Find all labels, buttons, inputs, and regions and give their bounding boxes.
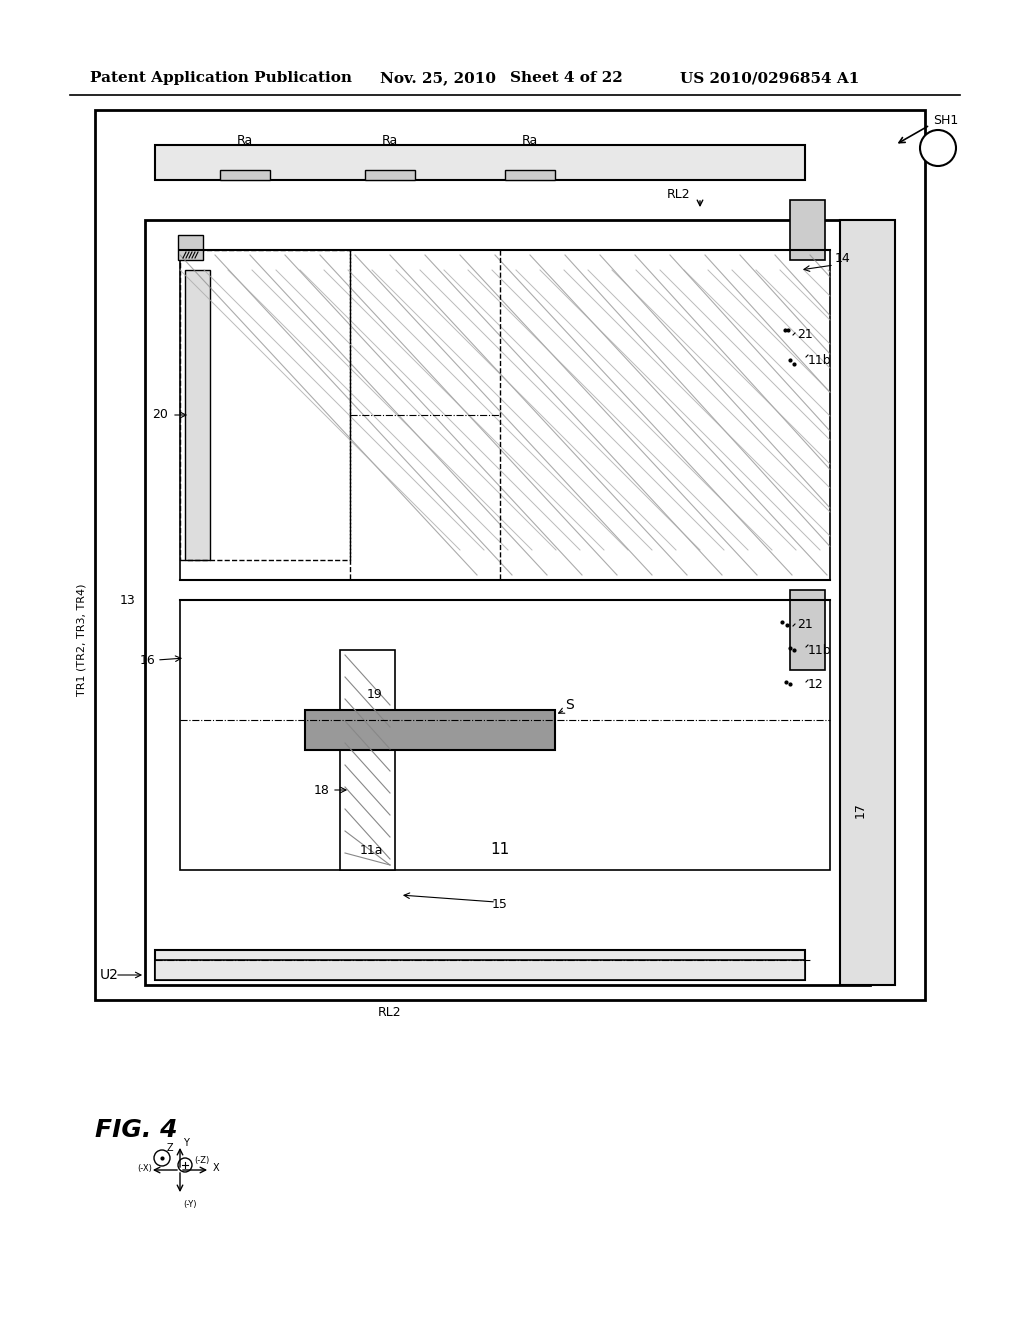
- Bar: [178, 235, 203, 260]
- Text: 17: 17: [853, 803, 866, 818]
- Bar: [185, 271, 210, 560]
- Text: 18: 18: [314, 784, 330, 796]
- Text: Sheet 4 of 22: Sheet 4 of 22: [510, 71, 623, 84]
- Bar: [155, 145, 805, 180]
- Text: 12: 12: [808, 678, 823, 692]
- Text: 11: 11: [490, 842, 510, 858]
- Bar: [95, 110, 925, 1001]
- Bar: [220, 170, 270, 180]
- Text: 16: 16: [139, 653, 155, 667]
- Text: Z: Z: [167, 1143, 174, 1152]
- Bar: [145, 220, 870, 985]
- Bar: [840, 220, 895, 985]
- Text: Patent Application Publication: Patent Application Publication: [90, 71, 352, 84]
- Bar: [180, 249, 350, 560]
- Text: 11b: 11b: [808, 354, 831, 367]
- Bar: [365, 170, 415, 180]
- Bar: [180, 601, 830, 870]
- Text: Nov. 25, 2010: Nov. 25, 2010: [380, 71, 496, 84]
- Text: 15: 15: [493, 899, 508, 912]
- Text: SH1: SH1: [933, 114, 958, 127]
- Text: (-Z): (-Z): [194, 1155, 209, 1164]
- Text: Ra: Ra: [522, 133, 539, 147]
- Text: U2: U2: [100, 968, 119, 982]
- Circle shape: [154, 1150, 170, 1166]
- Text: 13: 13: [119, 594, 135, 606]
- Bar: [155, 950, 805, 979]
- Text: RL2: RL2: [378, 1006, 401, 1019]
- Bar: [790, 201, 825, 260]
- Text: RL2: RL2: [667, 189, 690, 202]
- Text: 11b: 11b: [808, 644, 831, 656]
- Bar: [790, 590, 825, 671]
- Text: (-X): (-X): [137, 1163, 152, 1172]
- Text: Ra: Ra: [382, 133, 398, 147]
- Circle shape: [178, 1158, 193, 1172]
- Text: (-Y): (-Y): [183, 1200, 197, 1209]
- Text: Y: Y: [183, 1138, 188, 1148]
- Text: TR1 (TR2, TR3, TR4): TR1 (TR2, TR3, TR4): [77, 583, 87, 696]
- Bar: [505, 170, 555, 180]
- Text: 14: 14: [835, 252, 851, 264]
- Text: 19: 19: [368, 689, 383, 701]
- Text: FIG. 4: FIG. 4: [95, 1118, 177, 1142]
- Text: US 2010/0296854 A1: US 2010/0296854 A1: [680, 71, 859, 84]
- Bar: [340, 649, 395, 870]
- Circle shape: [920, 129, 956, 166]
- Text: X: X: [213, 1163, 219, 1173]
- Text: 21: 21: [797, 329, 813, 342]
- Text: 11a: 11a: [360, 843, 384, 857]
- Text: S: S: [565, 698, 573, 711]
- Bar: [305, 710, 555, 750]
- Bar: [180, 249, 830, 579]
- Text: 21: 21: [797, 619, 813, 631]
- Text: 20: 20: [153, 408, 168, 421]
- Text: Ra: Ra: [237, 133, 253, 147]
- Bar: [155, 960, 805, 979]
